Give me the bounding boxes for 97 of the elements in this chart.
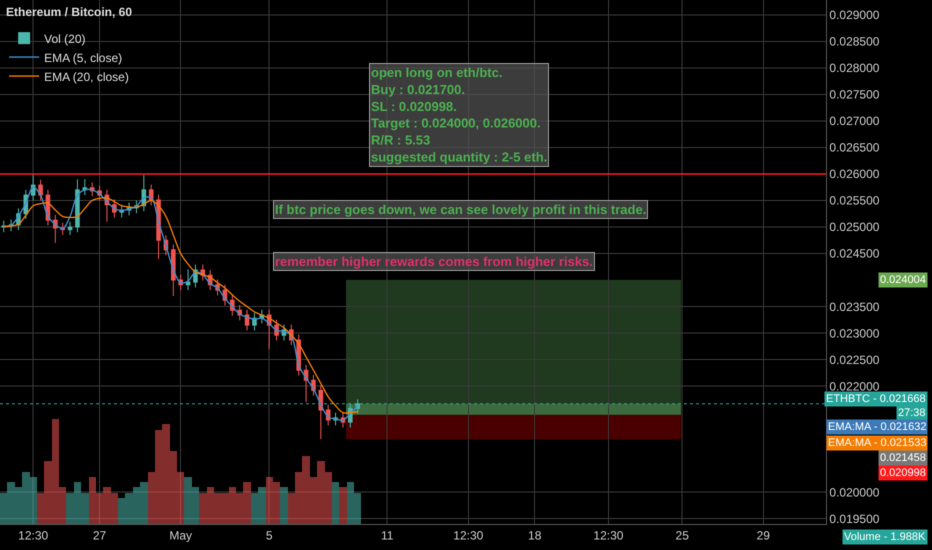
text: EMA:MA - 0.021533 xyxy=(828,437,926,449)
bar xyxy=(302,456,310,524)
candlestick xyxy=(186,268,190,291)
text: 0.020998 xyxy=(880,467,926,479)
x-tick-label: May xyxy=(169,528,192,542)
text: Ethereum / Bitcoin, 60 xyxy=(6,5,132,19)
bar xyxy=(236,493,243,524)
bar xyxy=(207,487,214,524)
bar xyxy=(354,493,361,524)
y-tick-label: 0.026500 xyxy=(829,140,880,155)
bar xyxy=(332,482,339,524)
candlestick xyxy=(82,178,88,196)
bar xyxy=(59,487,66,524)
bar xyxy=(0,493,7,524)
bar xyxy=(52,419,59,524)
bar xyxy=(243,482,251,524)
bar xyxy=(15,487,22,524)
legend-label: EMA (20, close) xyxy=(44,70,129,84)
candlestick xyxy=(38,179,43,201)
bar xyxy=(89,477,96,524)
bar xyxy=(280,487,288,524)
text: Volume - 1.988K xyxy=(844,531,926,543)
bar xyxy=(258,487,266,524)
x-tick-label: 18 xyxy=(528,528,542,542)
bar xyxy=(170,451,177,524)
x-tick-label: 27 xyxy=(92,528,107,542)
x-tick-label: 25 xyxy=(676,528,690,542)
annotation: open long on eth/btc. Buy : 0.021700. SL : 0.020998. Target : 0.024000, 0.026000. R/R : 5.53 suggested quantity : 2-5 eth. xyxy=(371,65,548,164)
y-tick-label: 0.023500 xyxy=(829,300,880,314)
bar xyxy=(162,424,170,524)
y-tick-label: 0.019500 xyxy=(829,512,880,526)
bar xyxy=(273,482,280,524)
bar xyxy=(81,493,89,524)
text: 27:38 xyxy=(898,407,926,419)
bar xyxy=(66,493,74,524)
bar xyxy=(229,487,236,524)
candlestick xyxy=(75,178,80,233)
bar xyxy=(7,482,15,524)
bar xyxy=(288,493,295,524)
y-tick-label: 0.025500 xyxy=(829,194,880,208)
x-tick-label: 11 xyxy=(380,528,394,542)
bar xyxy=(177,472,184,524)
bar xyxy=(22,472,30,524)
bar xyxy=(295,472,302,524)
y-tick-label: 0.022000 xyxy=(829,379,880,394)
bar xyxy=(30,477,37,524)
y-tick-label: 0.022500 xyxy=(829,352,880,367)
ref-line-label: ETHBTC - 0.021668 xyxy=(826,393,926,405)
candlestick xyxy=(68,221,72,236)
x-tick-label: 12:30 xyxy=(453,528,484,542)
bar xyxy=(251,493,258,524)
y-tick-label: 0.027500 xyxy=(829,88,880,102)
bar xyxy=(140,482,148,524)
legend-label: EMA (5, close) xyxy=(44,50,122,65)
bar xyxy=(317,461,325,524)
x-tick-label: 5 xyxy=(266,528,273,542)
x-tick-label: 29 xyxy=(756,528,770,542)
text: 0.021458 xyxy=(880,452,926,464)
bar xyxy=(184,477,192,524)
bar xyxy=(44,461,52,524)
text: EMA:MA - 0.021632 xyxy=(828,421,926,433)
annotation: remember higher rewards comes from higher risks. xyxy=(275,254,593,269)
bar xyxy=(155,430,162,524)
bar xyxy=(266,477,273,524)
bar xyxy=(125,493,133,524)
bar xyxy=(347,482,354,524)
x-tick-label: 12:30 xyxy=(593,528,624,542)
bar xyxy=(325,472,332,524)
y-tick-label: 0.027000 xyxy=(829,114,880,128)
y-tick-label: 0.029000 xyxy=(829,8,880,22)
bar xyxy=(214,493,221,524)
annotation: If btc price goes down, we can see lovely profit in this trade. xyxy=(275,202,646,217)
candlestick xyxy=(244,309,250,331)
bar xyxy=(310,477,317,524)
y-tick-label: 0.028000 xyxy=(829,61,880,76)
y-tick-label: 0.024500 xyxy=(829,246,880,261)
bar xyxy=(111,493,118,524)
bar xyxy=(118,498,125,524)
legend-label: Vol (20) xyxy=(44,32,86,46)
bar xyxy=(96,493,103,524)
bar xyxy=(339,487,347,524)
text: 0.024004 xyxy=(880,274,926,286)
y-tick-label: 0.028500 xyxy=(829,34,880,49)
bar xyxy=(192,487,199,524)
bar xyxy=(103,487,111,524)
bar xyxy=(199,493,207,524)
candlestick xyxy=(30,173,36,201)
bar xyxy=(74,482,81,524)
y-tick-label: 0.026000 xyxy=(829,167,880,182)
bar xyxy=(133,487,140,524)
y-tick-label: 0.020000 xyxy=(829,485,880,500)
bar xyxy=(37,493,44,524)
x-tick-label: 12:30 xyxy=(18,528,49,542)
y-tick-label: 0.023000 xyxy=(829,326,880,340)
bar xyxy=(148,472,155,524)
y-tick-label: 0.025000 xyxy=(829,220,880,234)
bar xyxy=(221,493,229,524)
